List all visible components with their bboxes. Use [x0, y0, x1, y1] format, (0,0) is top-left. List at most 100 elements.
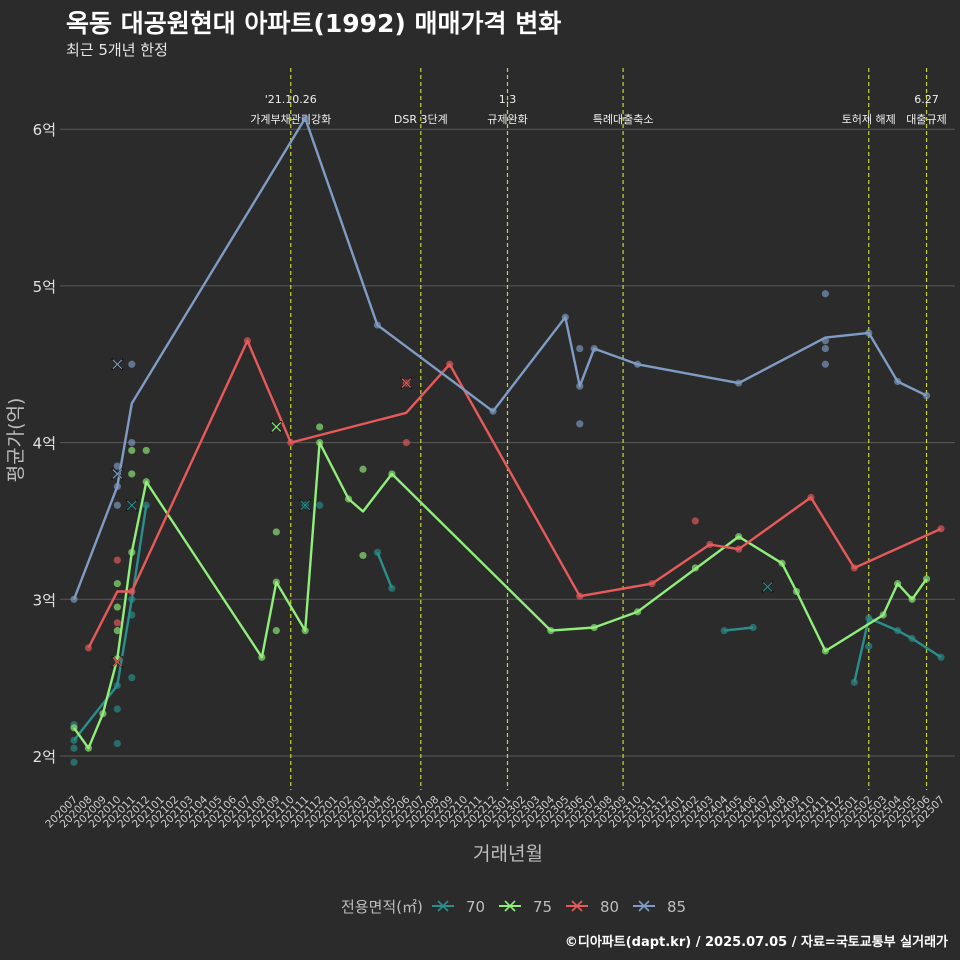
data-point-70 [70, 736, 78, 744]
data-point-70 [316, 501, 324, 509]
event-label: 가계부채관리강화 [250, 113, 331, 126]
event-label: '21.10.26 [265, 93, 317, 106]
data-point-75 [590, 623, 598, 632]
data-point-75 [84, 744, 93, 752]
data-point-70 [113, 739, 121, 748]
data-point-80 [648, 580, 656, 588]
data-point-85 [128, 360, 136, 368]
y-tick-label: 4억 [33, 435, 56, 453]
data-point-70 [128, 674, 136, 682]
data-point-75 [894, 580, 902, 588]
event-label: 6.27 [914, 93, 939, 106]
series-line-80 [87, 339, 942, 649]
cross-marker-85 [111, 358, 124, 371]
data-point-75 [301, 627, 309, 635]
legend-item-75: 75 [499, 898, 552, 916]
series-line-70 [724, 626, 754, 632]
data-point-75 [128, 548, 136, 556]
series-line-75 [73, 441, 928, 750]
chart-subtitle: 최근 5개년 한정 [66, 41, 168, 59]
data-point-75 [691, 564, 699, 572]
data-point-70 [720, 627, 728, 635]
legend-item-80: 80 [566, 898, 619, 916]
data-point-75 [142, 446, 150, 455]
source-caption: ©디아파트(dapt.kr) / 2025.07.05 / 자료=국토교통부 실… [564, 935, 948, 950]
cross-stroke [112, 657, 123, 667]
cross-marker-80 [400, 376, 413, 390]
data-point-80 [691, 517, 699, 525]
cross-stroke [300, 500, 311, 511]
y-axis-label: 평균가(억) [5, 398, 27, 483]
data-point-75 [316, 423, 324, 431]
data-point-75 [821, 647, 830, 655]
data-point-80 [84, 644, 93, 652]
data-point-75 [316, 439, 324, 447]
legend-item-70: 70 [432, 898, 485, 916]
data-point-75 [879, 611, 887, 619]
cross-marker-70 [298, 499, 312, 512]
chart-title: 옥동 대공원현대 아파트(1992) 매매가격 변화 [66, 9, 562, 38]
data-point-75 [547, 627, 555, 635]
cross-stroke [112, 359, 123, 370]
data-point-85 [735, 379, 743, 387]
data-point-85 [821, 344, 830, 353]
data-point-80 [807, 493, 815, 502]
data-point-70 [70, 758, 78, 766]
data-point-75 [70, 724, 78, 732]
data-point-85 [113, 482, 121, 491]
data-point-70 [937, 653, 945, 661]
data-point-70 [373, 548, 382, 556]
data-point-75 [272, 528, 280, 536]
data-point-75 [99, 710, 107, 718]
data-point-85 [821, 360, 830, 368]
cross-marker-85 [111, 467, 124, 481]
data-point-85 [894, 377, 902, 386]
data-point-70 [113, 705, 121, 713]
series-crosses [111, 358, 774, 669]
legend-item-85: 85 [633, 898, 686, 916]
data-point-70 [865, 642, 873, 650]
data-point-80 [735, 545, 743, 553]
data-point-80 [576, 592, 584, 600]
data-point-80 [128, 587, 136, 596]
data-point-75 [272, 627, 280, 635]
data-point-85 [576, 382, 584, 390]
data-point-75 [735, 533, 743, 541]
event-label: DSR 3단계 [394, 113, 448, 126]
data-point-80 [850, 564, 858, 572]
data-point-80 [706, 540, 714, 549]
cross-marker-75 [270, 420, 283, 434]
series-line-70 [73, 505, 148, 742]
series-line-85 [72, 117, 928, 600]
data-point-75 [792, 587, 801, 596]
data-point-80 [402, 439, 410, 447]
cross-stroke [271, 422, 282, 432]
data-point-70 [142, 501, 150, 509]
data-point-85 [821, 290, 830, 298]
data-point-70 [128, 595, 136, 603]
data-point-70 [894, 627, 902, 635]
event-label: 규제완화 [487, 113, 527, 126]
data-point-70 [850, 678, 858, 686]
legend-swatch [437, 900, 449, 912]
data-point-85 [489, 407, 497, 415]
legend-swatch [504, 900, 516, 912]
data-point-85 [821, 337, 830, 345]
data-point-85 [113, 501, 121, 509]
data-point-85 [576, 344, 584, 353]
data-point-75 [272, 578, 280, 586]
data-point-80 [287, 439, 295, 447]
legend-label: 85 [667, 898, 686, 916]
data-point-85 [865, 329, 873, 337]
cross-stroke [126, 500, 137, 511]
cross-marker-70 [761, 580, 774, 593]
y-tick-label: 2억 [33, 748, 56, 766]
y-tick-label: 3억 [33, 591, 56, 609]
data-point-80 [446, 360, 454, 368]
y-tick-label: 5억 [33, 278, 56, 296]
cross-stroke [112, 469, 123, 479]
data-point-80 [113, 619, 121, 627]
event-label: 1.3 [499, 93, 517, 106]
cross-stroke [401, 378, 412, 388]
data-point-85 [922, 391, 931, 400]
